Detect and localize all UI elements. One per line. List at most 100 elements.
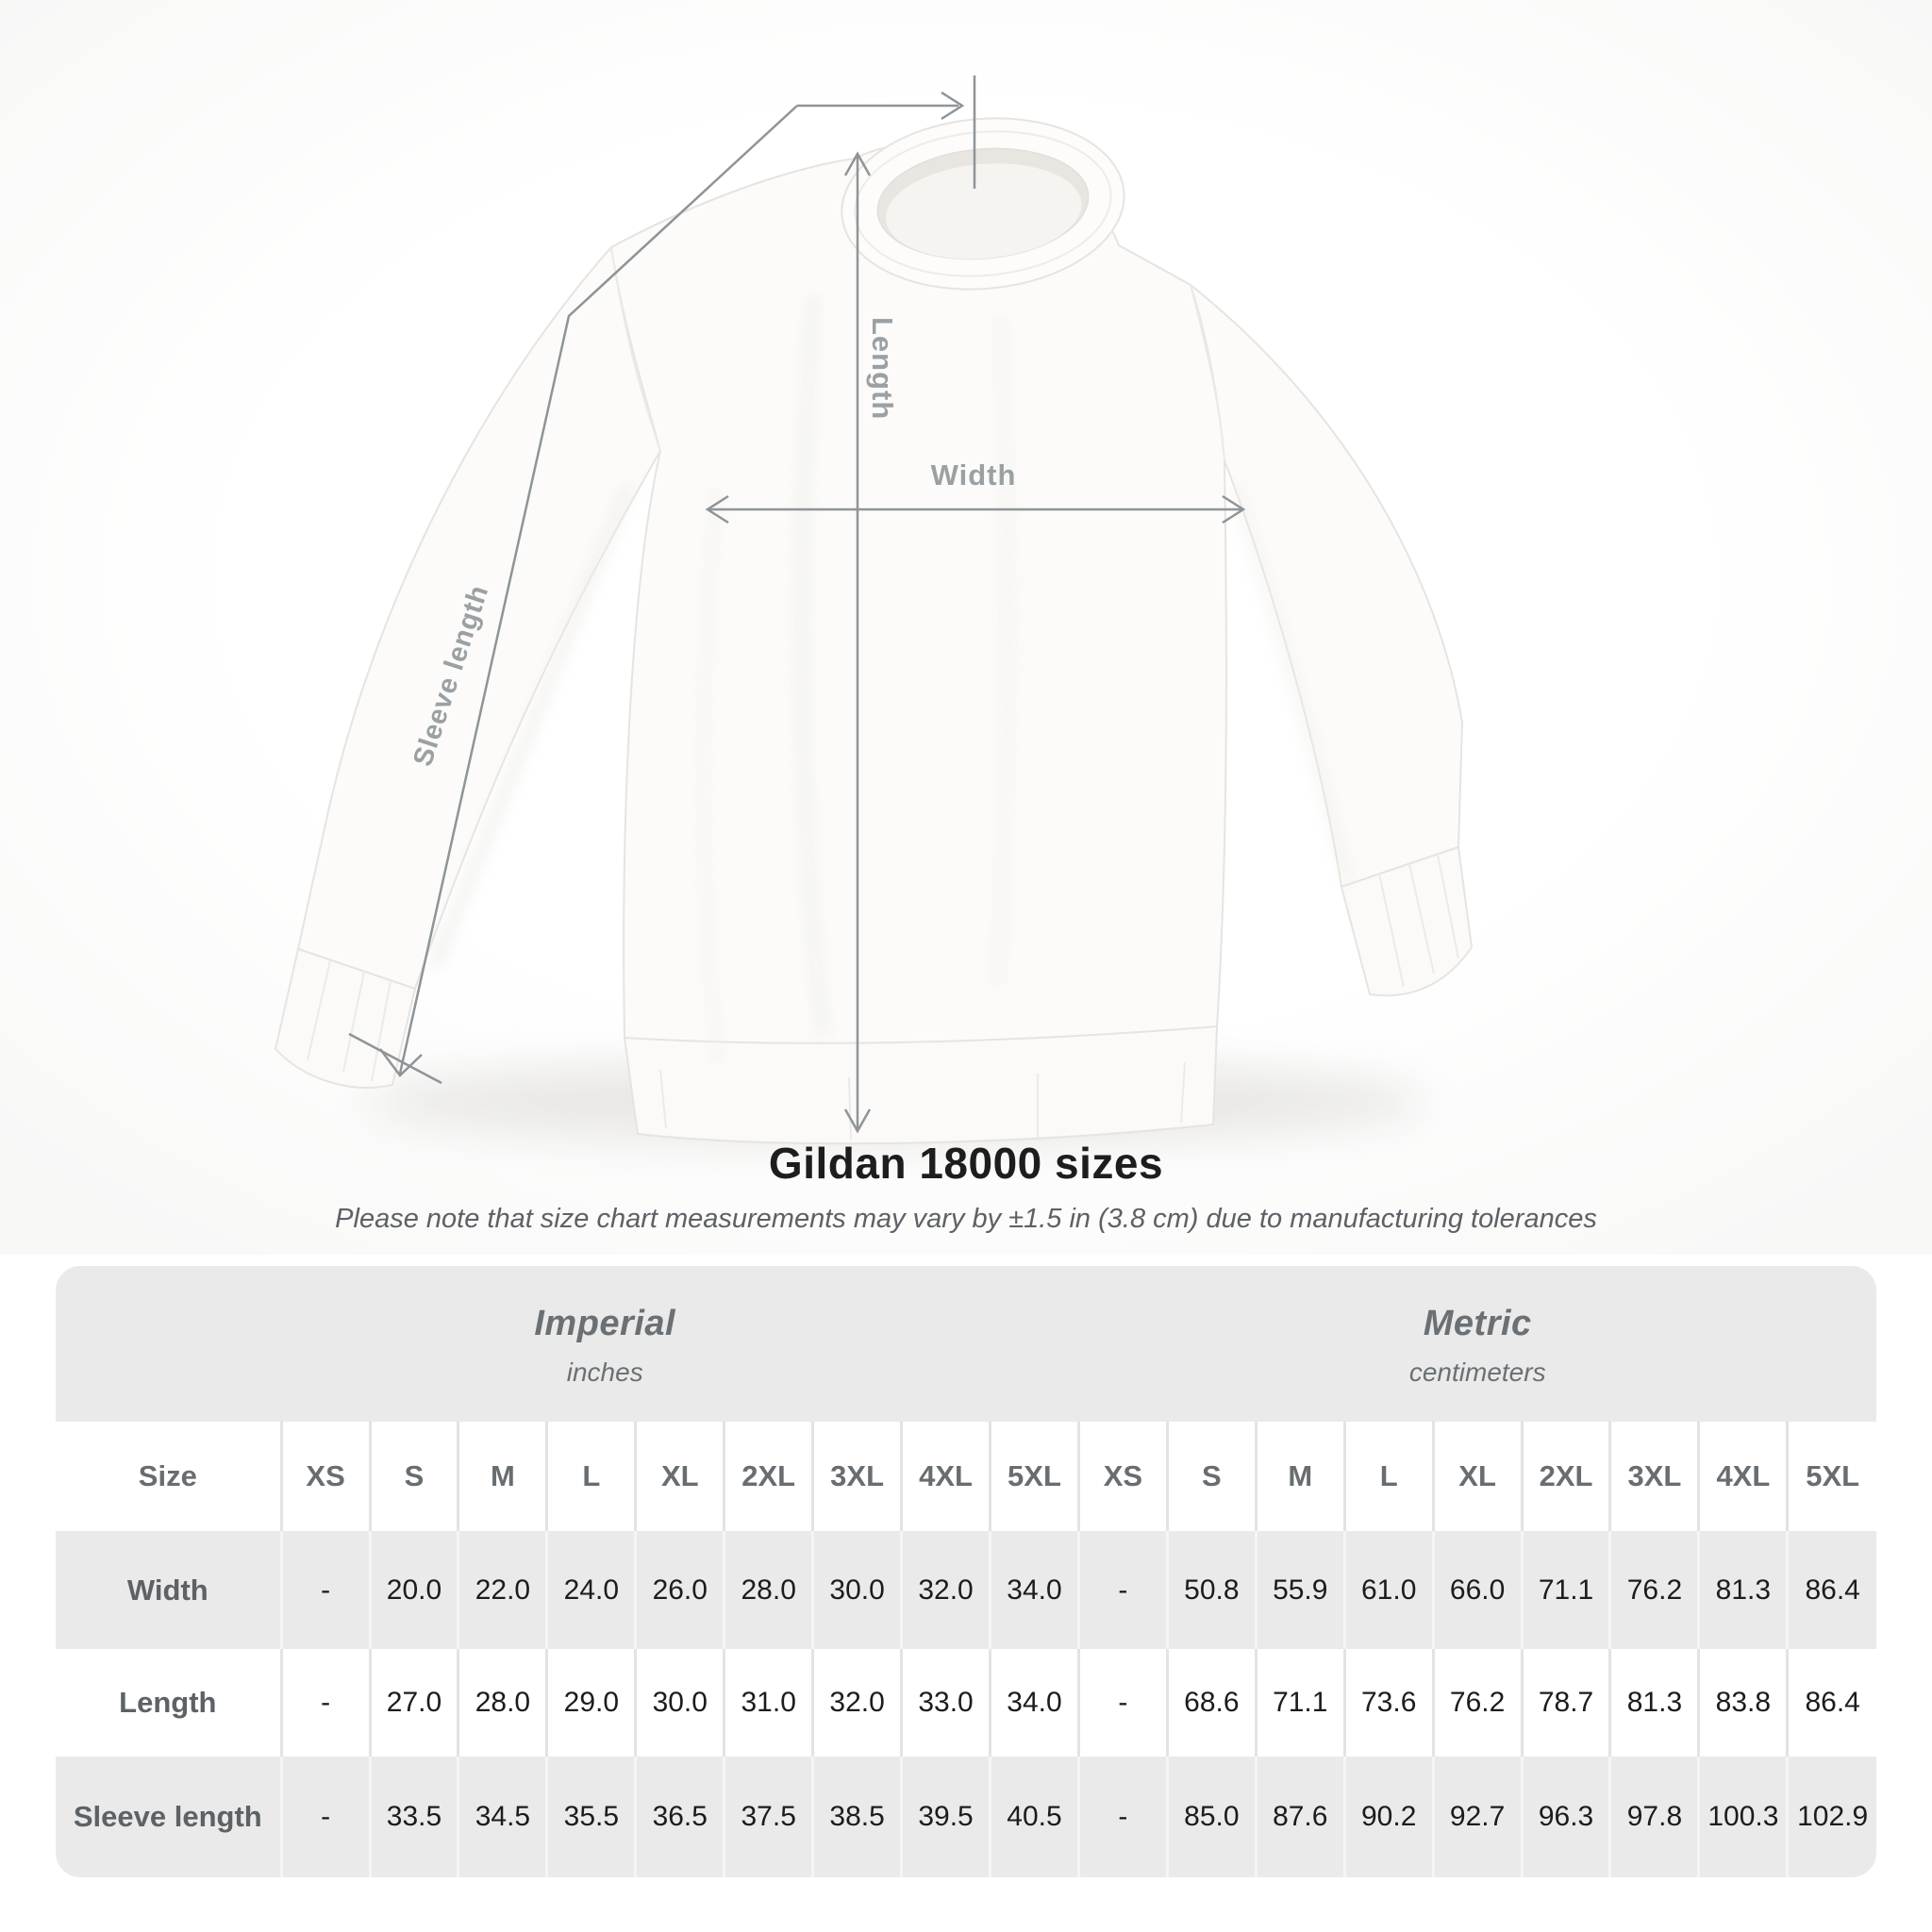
size-col-header: S [1165,1422,1257,1531]
value-cell: 50.8 [1165,1531,1257,1649]
value-cell: 40.5 [988,1757,1079,1877]
value-cell: 33.5 [368,1757,458,1877]
value-cell: 71.1 [1520,1531,1610,1649]
value-cell: - [279,1531,371,1649]
width-row: Width - 20.0 22.0 24.0 26.0 28.0 30.0 32… [56,1531,1876,1649]
value-cell: - [279,1757,371,1877]
imperial-title: Imperial [534,1304,676,1343]
value-cell: 37.5 [723,1757,813,1877]
length-up-arrowhead [843,151,872,176]
value-cell: - [1076,1649,1168,1757]
value-cell: 85.0 [1165,1757,1257,1877]
sleeve-length-line [398,105,798,1074]
value-cell: 66.0 [1431,1531,1523,1649]
value-cell: 34.5 [457,1757,547,1877]
value-cell: 68.6 [1165,1649,1257,1757]
size-col-header: XL [1431,1422,1523,1531]
row-label: Length [56,1649,282,1757]
row-label: Width [56,1531,282,1649]
size-header-row: Size XS S M L XL 2XL 3XL 4XL 5XL XS S M … [56,1422,1876,1531]
collar [841,117,1125,291]
value-cell: 31.0 [723,1649,813,1757]
tolerance-note: Please note that size chart measurements… [335,1204,1597,1234]
size-col-header: S [368,1422,458,1531]
value-cell: 81.3 [1608,1649,1699,1757]
value-cell: 39.5 [900,1757,991,1877]
page-title: Gildan 18000 sizes [768,1139,1164,1188]
size-col-header: 2XL [1520,1422,1610,1531]
value-cell: 78.7 [1520,1649,1610,1757]
value-cell: 71.1 [1254,1649,1345,1757]
fabric-creases [429,296,1353,1060]
value-cell: 102.9 [1786,1757,1876,1877]
value-cell: - [279,1649,371,1757]
value-cell: 61.0 [1342,1531,1434,1649]
metric-group-header: Metric centimeters [1078,1266,1876,1422]
value-cell: 27.0 [368,1649,458,1757]
size-chart-table-container: Imperial inches Metric centimeters Size … [56,1266,1876,1877]
value-cell: 22.0 [457,1531,547,1649]
value-cell: 87.6 [1254,1757,1345,1877]
value-cell: 73.6 [1342,1649,1434,1757]
width-label: Width [931,458,1017,491]
value-cell: 29.0 [545,1649,636,1757]
size-col-header: XL [634,1422,724,1531]
value-cell: 100.3 [1697,1757,1788,1877]
garment-seams [307,246,1459,1141]
size-col-header: 3XL [811,1422,902,1531]
value-cell: 28.0 [723,1531,813,1649]
width-right-arrowhead [1222,494,1246,525]
value-cell: 26.0 [634,1531,724,1649]
sleeve-end-bar [348,1032,442,1085]
size-col-header: XS [1076,1422,1168,1531]
right-arrowhead [941,91,965,121]
size-col-header: L [1342,1422,1434,1531]
value-cell: 86.4 [1786,1531,1876,1649]
sweatshirt-body [274,142,1474,1145]
value-cell: 83.8 [1697,1649,1788,1757]
sleeve-arrowhead [379,1048,423,1077]
sleeve-length-row: Sleeve length - 33.5 34.5 35.5 36.5 37.5… [56,1757,1876,1877]
value-cell: 76.2 [1608,1531,1699,1649]
size-col-header: 4XL [900,1422,991,1531]
value-cell: 81.3 [1697,1531,1788,1649]
product-measurement-diagram: Length Width Sleeve length [0,0,1932,1255]
imperial-group-header: Imperial inches [56,1266,1079,1422]
length-row: Length - 27.0 28.0 29.0 30.0 31.0 32.0 3… [56,1649,1876,1757]
value-cell: 92.7 [1431,1757,1523,1877]
row-label: Sleeve length [56,1757,282,1877]
size-col-header: XS [279,1422,371,1531]
value-cell: 20.0 [368,1531,458,1649]
value-cell: 24.0 [545,1531,636,1649]
value-cell: 28.0 [457,1649,547,1757]
value-cell: 32.0 [900,1531,991,1649]
value-cell: 33.0 [900,1649,991,1757]
value-cell: - [1076,1757,1168,1877]
value-cell: 36.5 [634,1757,724,1877]
sweatshirt-diagram: Length Width Sleeve length [274,75,1474,1145]
length-label: Length [866,317,899,420]
size-header-cell: Size [56,1422,282,1531]
value-cell: 34.0 [988,1649,1079,1757]
size-col-header: L [545,1422,636,1531]
metric-title: Metric [1423,1304,1532,1343]
metric-unit: centimeters [1408,1357,1546,1387]
size-col-header: 5XL [988,1422,1079,1531]
length-down-arrowhead [843,1108,872,1134]
value-cell: 30.0 [634,1649,724,1757]
size-chart-table: Imperial inches Metric centimeters Size … [56,1266,1876,1877]
size-col-header: 4XL [1697,1422,1788,1531]
size-col-header: 2XL [723,1422,813,1531]
size-col-header: M [1254,1422,1345,1531]
value-cell: - [1076,1531,1168,1649]
value-cell: 34.0 [988,1531,1079,1649]
value-cell: 35.5 [545,1757,636,1877]
value-cell: 38.5 [811,1757,902,1877]
size-col-header: 3XL [1608,1422,1699,1531]
size-col-header: 5XL [1786,1422,1876,1531]
imperial-unit: inches [566,1357,643,1387]
value-cell: 96.3 [1520,1757,1610,1877]
value-cell: 76.2 [1431,1649,1523,1757]
size-col-header: M [457,1422,547,1531]
value-cell: 30.0 [811,1531,902,1649]
